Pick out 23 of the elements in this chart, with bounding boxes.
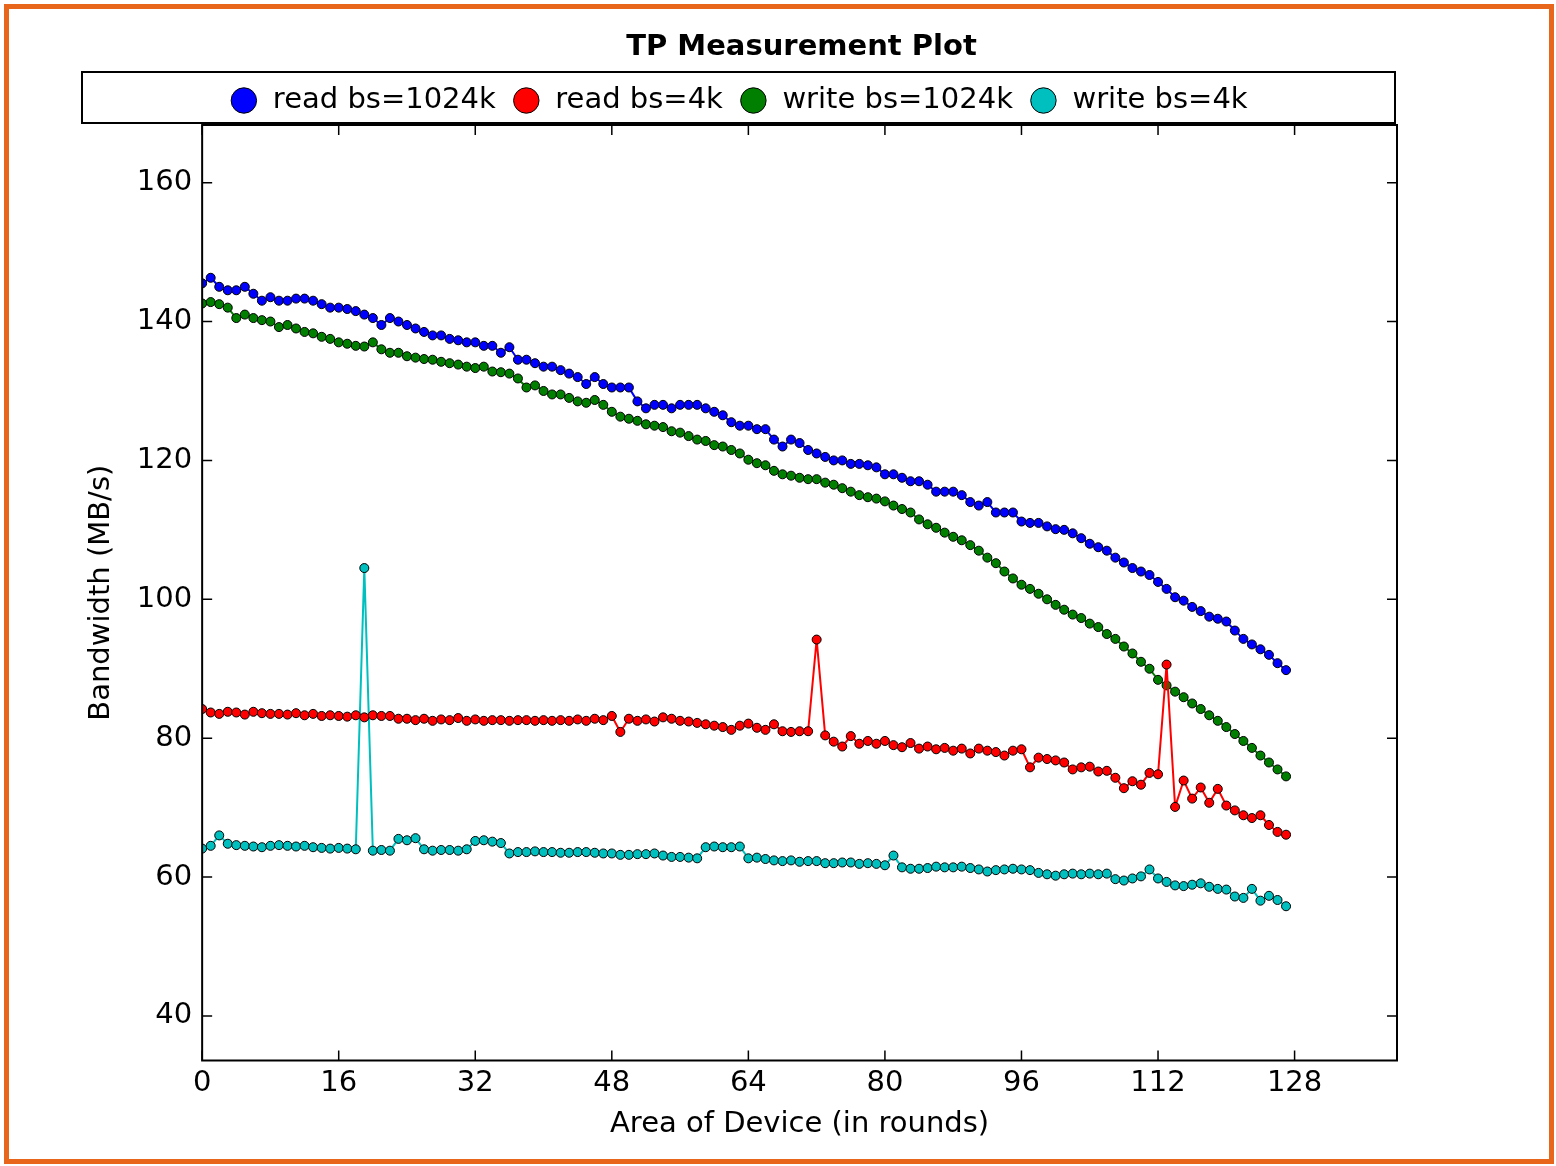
legend-label: read bs=4k	[555, 81, 724, 116]
y-tick-label: 120	[136, 440, 193, 475]
x-tick-label: 80	[866, 1064, 904, 1099]
x-tick-label: 64	[729, 1064, 767, 1099]
x-tick-label: 0	[192, 1064, 212, 1099]
y-axis-title: Bandwidth (MB/s)	[81, 464, 116, 721]
y-tick-label: 100	[136, 579, 193, 614]
x-axis-title: Area of Device (in rounds)	[610, 1105, 990, 1140]
y-tick-label: 80	[155, 718, 193, 753]
y-tick-label: 160	[136, 163, 193, 198]
x-tick-label: 112	[1130, 1064, 1186, 1099]
legend-label: write bs=4k	[1072, 81, 1248, 116]
x-tick-label: 128	[1266, 1064, 1323, 1099]
legend-label: read bs=1024k	[272, 81, 497, 116]
x-tick-label: 48	[593, 1064, 631, 1099]
chart-title: TP Measurement Plot	[625, 28, 978, 62]
y-tick-label: 60	[155, 857, 193, 892]
y-tick-label: 140	[136, 302, 193, 337]
x-tick-label: 32	[456, 1064, 494, 1099]
legend-label: write bs=1024k	[782, 81, 1014, 116]
x-tick-label: 16	[320, 1064, 358, 1099]
x-tick-label: 96	[1003, 1064, 1040, 1099]
y-tick-label: 40	[155, 996, 193, 1031]
